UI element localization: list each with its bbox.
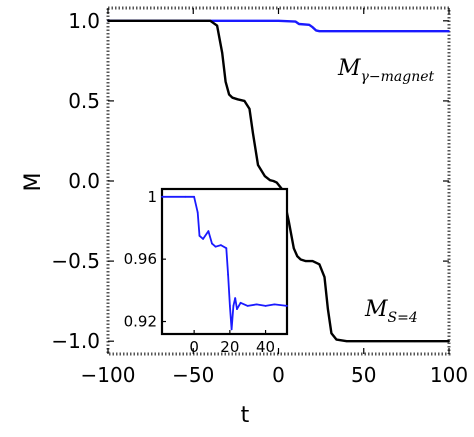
y-tick-label: −0.5 — [51, 249, 100, 273]
x-tick-label: 100 — [430, 363, 468, 387]
inset-data-point — [236, 308, 238, 310]
x-tick-label: −50 — [172, 363, 214, 387]
data-point — [272, 180, 275, 182]
data-point — [209, 19, 212, 22]
data-point — [299, 258, 302, 261]
inset-data-point — [229, 305, 231, 307]
data-point — [379, 340, 382, 343]
data-point — [379, 30, 382, 33]
data-point — [243, 100, 246, 102]
inset-data-point — [211, 242, 213, 245]
data-point — [345, 340, 348, 343]
inset-data-point — [198, 234, 201, 237]
y-tick-label: 0.92 — [124, 313, 157, 331]
y-tick-label: 0.96 — [124, 250, 157, 268]
y-tick-label: 0.0 — [68, 169, 100, 193]
y-tick-label: 1 — [147, 188, 157, 206]
x-tick-label: 20 — [220, 338, 239, 356]
data-point — [315, 29, 317, 32]
data-point — [304, 260, 307, 262]
data-point — [345, 30, 348, 33]
inset-data-point — [232, 305, 235, 307]
data-point — [318, 263, 321, 266]
data-point — [323, 276, 326, 278]
data-point — [330, 332, 333, 335]
data-point — [327, 308, 329, 310]
data-point — [318, 30, 321, 33]
inset-data-point — [246, 305, 249, 307]
x-tick-label: 50 — [351, 363, 376, 387]
inset-data-point — [227, 273, 230, 276]
data-point — [236, 98, 239, 101]
data-point — [248, 108, 251, 110]
data-point — [107, 19, 109, 22]
y-tick-label: 0.5 — [68, 89, 100, 113]
data-point — [269, 179, 271, 182]
x-tick-label: −100 — [81, 363, 136, 387]
data-point — [221, 52, 224, 54]
inset-data-point — [234, 297, 237, 299]
main-plot: −100 −50 0 50 100 1.0 0.5 0.0 −0.5 −1.0 — [51, 6, 468, 387]
data-point — [231, 96, 234, 99]
inset-data-point — [264, 305, 267, 307]
series-label-s4: MS=4 — [364, 297, 418, 326]
inset-data-point — [184, 195, 187, 198]
data-point — [448, 340, 450, 343]
series-label-gamma-magnet: Mγ−magnet — [337, 56, 435, 85]
y-tick-label: −1.0 — [51, 329, 100, 353]
inset-frame — [160, 187, 289, 336]
inset-data-point — [220, 244, 222, 247]
data-point — [311, 260, 314, 262]
inset-data-point — [207, 230, 210, 233]
data-point — [296, 255, 299, 258]
data-point — [414, 340, 416, 343]
data-point — [257, 164, 259, 166]
inset-data-point — [255, 303, 258, 306]
data-point — [311, 26, 314, 29]
y-axis-title: M — [21, 173, 46, 192]
x-tick-label: 40 — [256, 338, 275, 356]
data-point — [228, 93, 231, 96]
data-point — [308, 23, 311, 26]
inset-data-point — [239, 301, 242, 304]
data-point — [298, 23, 300, 25]
data-point — [277, 19, 280, 22]
inset-data-point — [273, 303, 276, 306]
inset-data-point — [193, 195, 196, 198]
data-point — [328, 30, 331, 33]
x-tick-label: 0 — [272, 363, 285, 387]
inset-data-point — [225, 247, 228, 250]
inset-plot: 0 20 40 1 0.96 0.92 — [124, 187, 289, 356]
y-tick-label: 1.0 — [68, 9, 100, 33]
series-line-0 — [108, 19, 449, 33]
inset-data-point — [230, 328, 233, 331]
data-point — [287, 220, 290, 222]
data-point — [275, 181, 278, 184]
data-point — [224, 80, 227, 83]
inset-data-point — [214, 245, 217, 248]
inset-data-point — [286, 305, 288, 307]
inset-data-point — [196, 211, 199, 214]
data-point — [448, 30, 450, 33]
data-point — [414, 30, 416, 33]
x-tick-label: 0 — [189, 338, 199, 356]
data-point — [335, 338, 338, 341]
inset-data-point — [202, 238, 205, 240]
data-point — [216, 24, 219, 27]
data-point — [292, 247, 295, 250]
x-axis-title: t — [241, 403, 250, 428]
inset-data-point — [161, 195, 163, 198]
data-point — [252, 132, 254, 134]
data-point — [294, 20, 297, 23]
data-point — [264, 175, 266, 178]
